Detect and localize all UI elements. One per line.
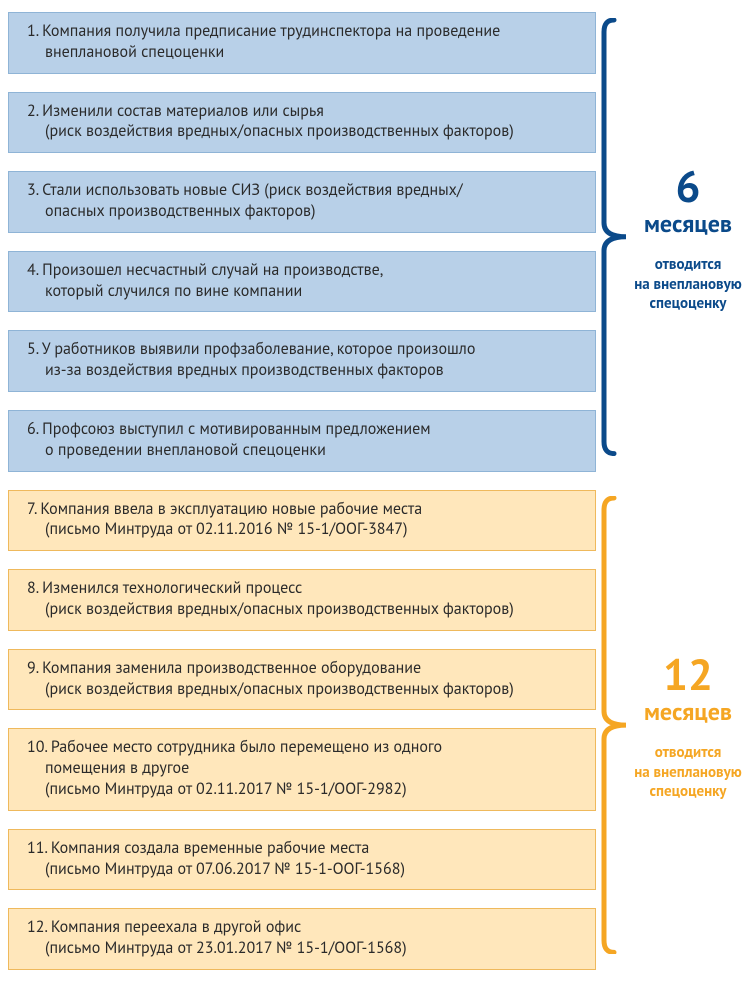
timeframe-number: 12 — [628, 653, 748, 697]
reason-item: 10. Рабочее место сотрудника было переме… — [8, 728, 596, 810]
timeframe-sub: отводитсяна внеплановуюспецоценку — [628, 255, 748, 314]
reason-item: 4. Произошел несчастный случай на произв… — [8, 251, 596, 313]
reason-item: 9. Компания заменила производственное об… — [8, 649, 596, 711]
timeframe-word: месяцев — [628, 699, 748, 725]
reason-item: 3. Стали использовать новые СИЗ (риск во… — [8, 171, 596, 233]
group-g6: 1. Компания получила предписание трудинс… — [4, 12, 600, 472]
reason-item: 8. Изменился технологический процесс(рис… — [8, 569, 596, 631]
timeframe-label-g12: 12месяцев отводитсяна внеплановуюспецоцен… — [628, 653, 748, 802]
timeframe-sub: отводитсяна внеплановуюспецоценку — [628, 743, 748, 802]
brace-g12 — [600, 496, 630, 954]
timeframe-label-g6: 6месяцев отводитсяна внеплановуюспецоценк… — [628, 165, 748, 314]
brace-g6 — [600, 18, 630, 456]
labels-column: 6месяцевотводитсяна внеплановуюспецоценк… — [600, 0, 750, 992]
layout-root: 1. Компания получила предписание трудинс… — [0, 0, 750, 992]
reason-item: 6. Профсоюз выступил с мотивированным пр… — [8, 410, 596, 472]
timeframe-word: месяцев — [628, 211, 748, 237]
reason-item: 12. Компания переехала в другой офис(пис… — [8, 908, 596, 970]
reason-item: 5. У работников выявили профзаболевание,… — [8, 330, 596, 392]
items-column: 1. Компания получила предписание трудинс… — [0, 0, 600, 992]
group-g12: 7. Компания ввела в эксплуатацию новые р… — [4, 490, 600, 970]
reason-item: 2. Изменили состав материалов или сырья(… — [8, 92, 596, 154]
reason-item: 1. Компания получила предписание трудинс… — [8, 12, 596, 74]
reason-item: 11. Компания создала временные рабочие м… — [8, 829, 596, 891]
reason-item: 7. Компания ввела в эксплуатацию новые р… — [8, 490, 596, 552]
timeframe-number: 6 — [628, 165, 748, 209]
